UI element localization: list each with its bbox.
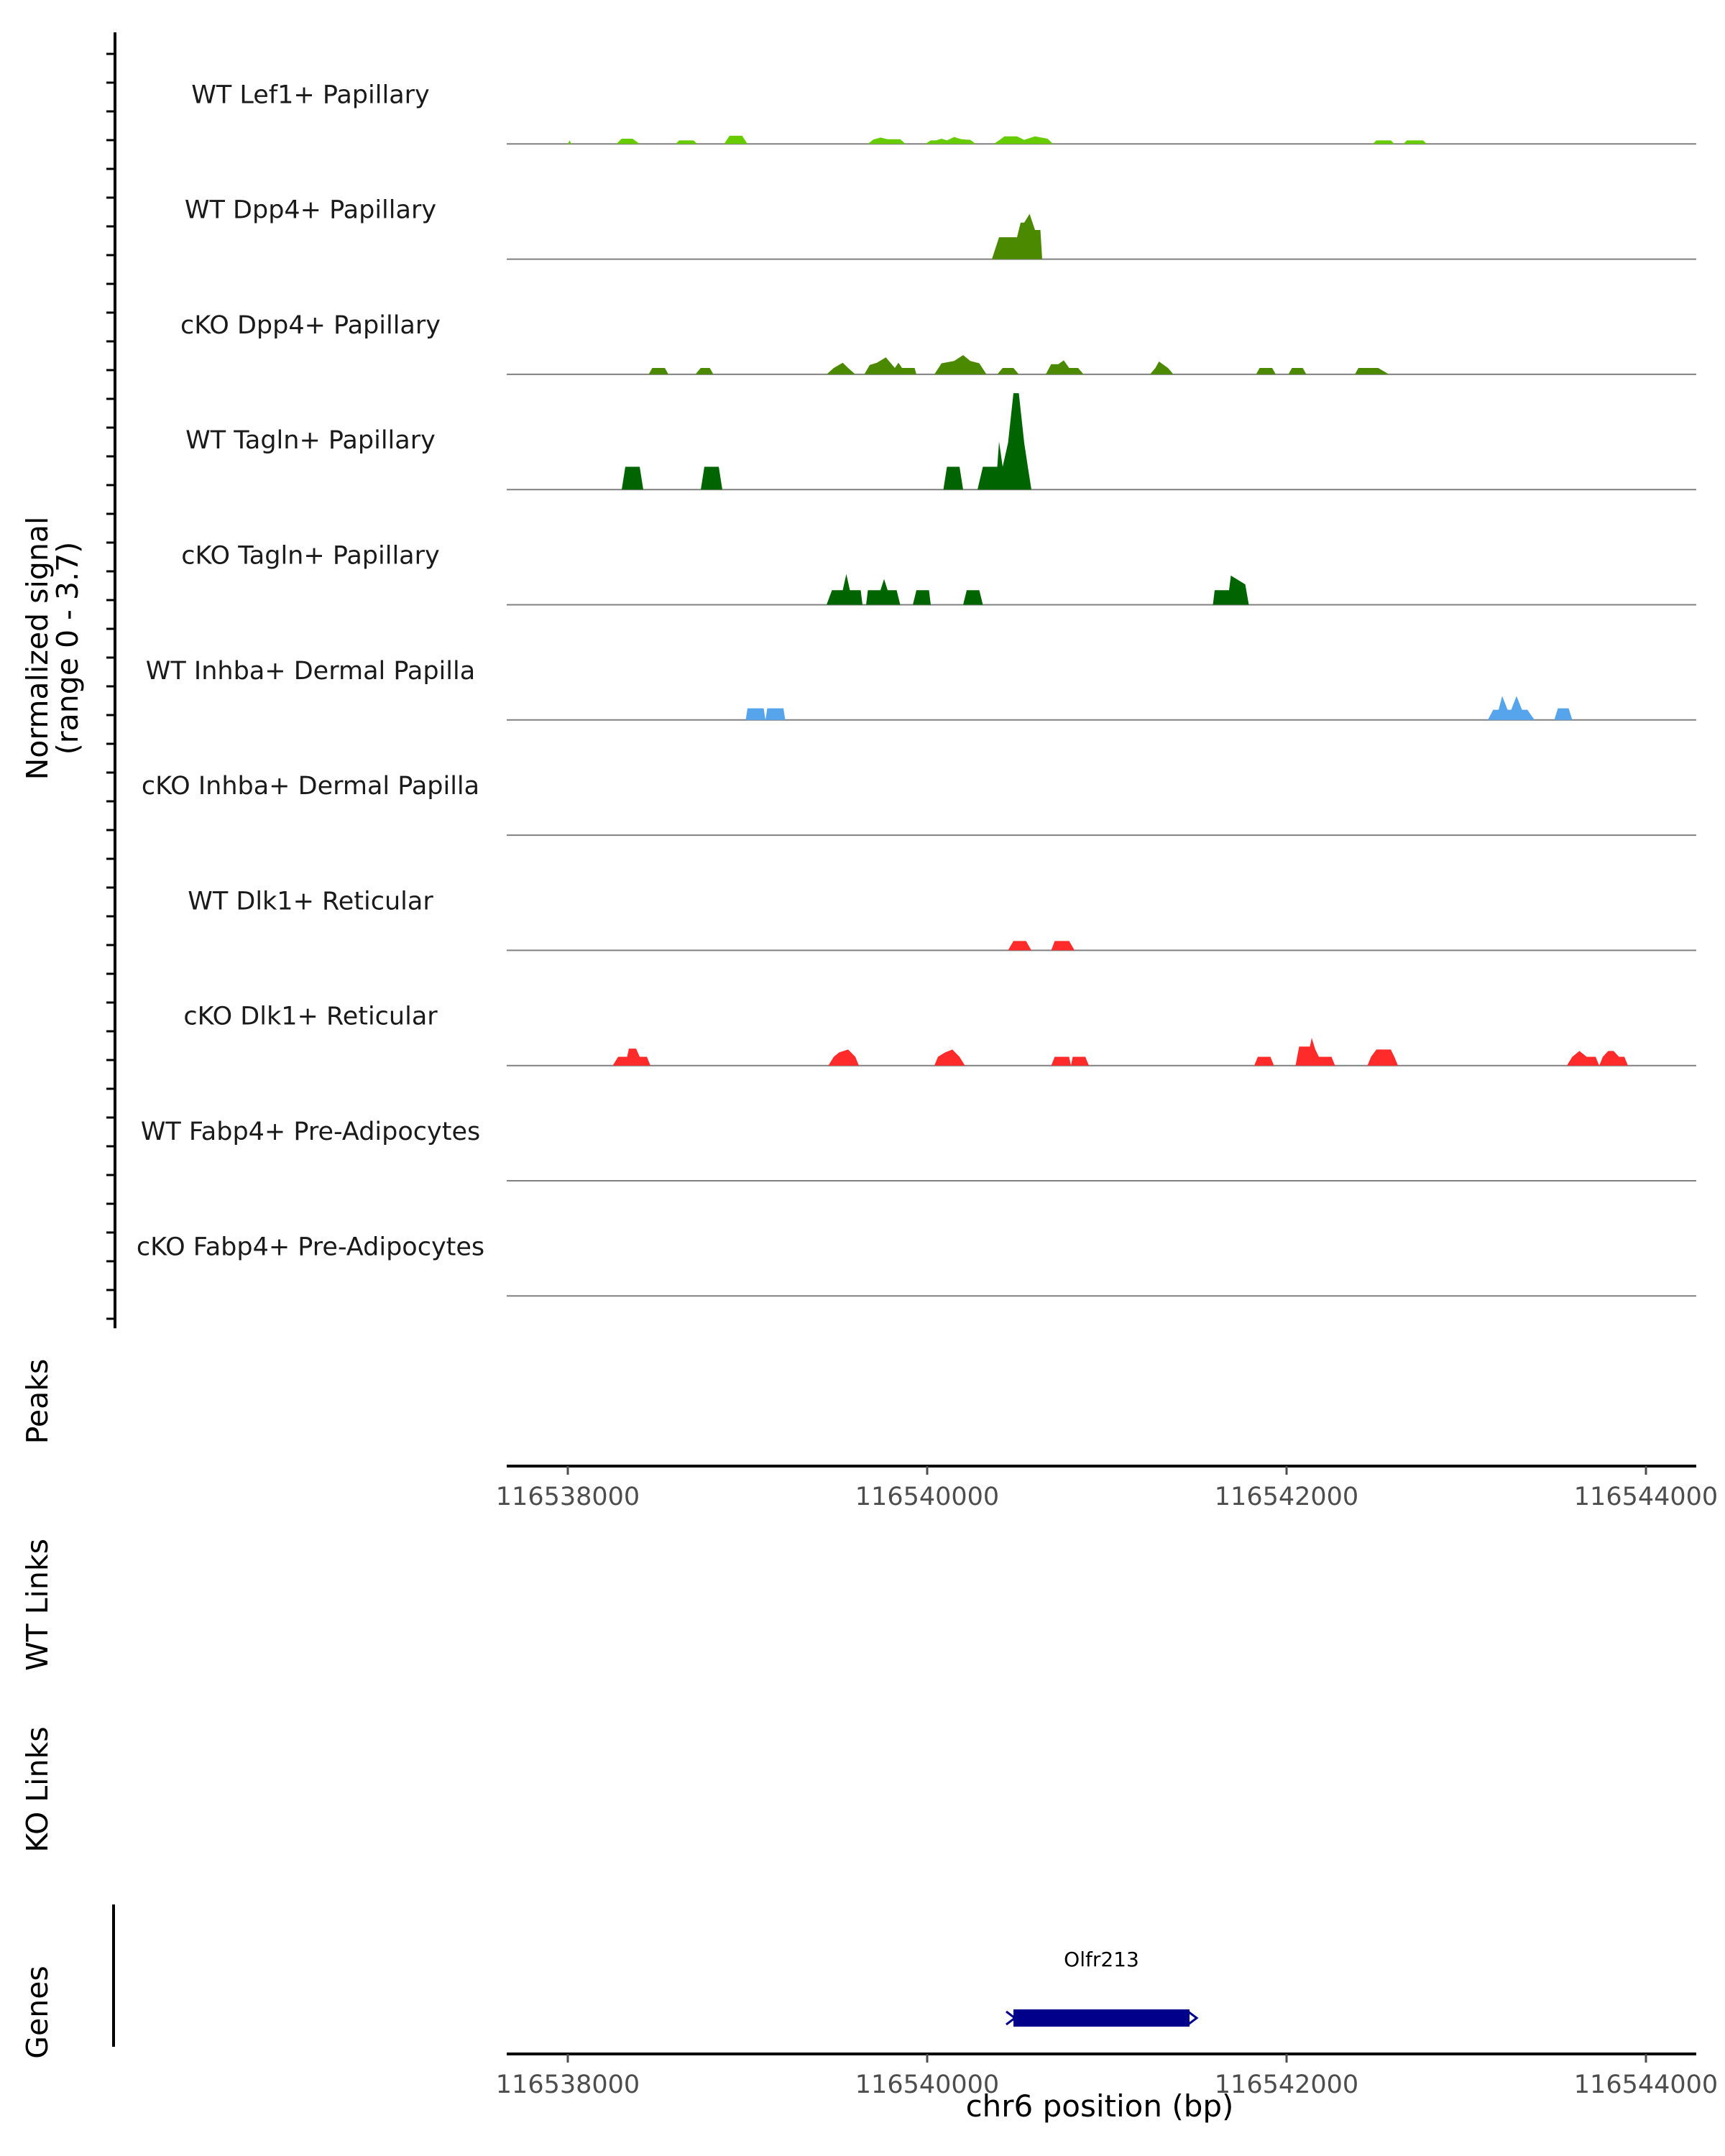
signal-peak-1 [612, 1049, 650, 1066]
track-label: WT Inhba+ Dermal Papilla [146, 657, 475, 686]
signal-peak-7 [993, 136, 1053, 144]
signal-peak-4 [864, 357, 916, 374]
genes-x-axis: 116538000 116540000 116542000 116544000 [496, 2053, 1718, 2099]
x-tick-label: 116540000 [855, 2070, 999, 2099]
signal-peak-2 [828, 1049, 859, 1066]
ko-links-track-label: KO Links [20, 1726, 55, 1852]
genes-track-label: Genes [20, 1966, 55, 2059]
signal-peak-6 [997, 368, 1019, 374]
gene-label: Olfr213 [1064, 1948, 1139, 1971]
track-label: WT Tagln+ Papillary [185, 426, 436, 455]
track-label: cKO Dpp4+ Papillary [180, 311, 441, 340]
signal-peak-3 [827, 362, 855, 374]
track-wt-lef1-papillary: WT Lef1+ Papillary [191, 80, 1696, 145]
signal-peak-8 [1150, 361, 1174, 374]
track-wt-fabp4-pre-adipocytes: WT Fabp4+ Pre-Adipocytes [141, 1118, 1696, 1181]
coverage-tracks: WT Lef1+ Papillary WT Dpp4+ Papillary cKO … [137, 80, 1696, 1297]
signal-peak-9 [1599, 1051, 1628, 1066]
signal-peak-10 [1288, 368, 1307, 374]
signal-peak-1 [648, 368, 668, 374]
signal-peak-4 [1051, 1056, 1089, 1066]
track-label: WT Fabp4+ Pre-Adipocytes [141, 1118, 480, 1146]
signal-peak-7 [1367, 1049, 1398, 1066]
track-label: cKO Tagln+ Papillary [181, 542, 440, 571]
x-tick-label: 116544000 [1574, 2070, 1718, 2099]
signal-peak-5 [1213, 575, 1249, 605]
x-tick-label: 116538000 [496, 2070, 640, 2099]
signal-peak-2 [1051, 941, 1075, 951]
signal-peak-4 [963, 590, 983, 605]
x-tick-label: 116542000 [1215, 1483, 1358, 1511]
strand-arrow-icon [1187, 2010, 1199, 2026]
track-cko-fabp4-pre-adipocytes: cKO Fabp4+ Pre-Adipocytes [137, 1233, 1696, 1297]
signal-peak-4 [724, 135, 748, 144]
signal-peak-7 [1046, 360, 1084, 374]
signal-peak-1 [1008, 941, 1031, 951]
signal-peak-1 [622, 466, 643, 490]
signal-peak-4 [978, 393, 1031, 490]
track-wt-tagln-papillary: WT Tagln+ Papillary [185, 393, 1696, 491]
coverage-y-axis-title: Normalized signal [20, 517, 55, 780]
genes-track: Olfr213 [1006, 1948, 1199, 2027]
gene-olfr213: Olfr213 [1006, 1948, 1199, 2027]
track-wt-dpp4-papillary: WT Dpp4+ Papillary [185, 196, 1696, 260]
signal-peak-8 [1567, 1051, 1599, 1066]
x-tick-label: 116540000 [855, 1483, 999, 1511]
signal-peak-3 [913, 590, 931, 605]
gene-exon-block [1013, 2009, 1190, 2027]
signal-peak-11 [1355, 368, 1389, 374]
track-cko-dlk1-reticular: cKO Dlk1+ Reticular [183, 1003, 1696, 1067]
track-label: cKO Fabp4+ Pre-Adipocytes [137, 1233, 484, 1261]
wt-links-track-label: WT Links [20, 1539, 55, 1671]
track-wt-inhba-dermal-papilla: WT Inhba+ Dermal Papilla [146, 657, 1696, 721]
signal-peak-1 [745, 708, 786, 720]
x-tick-label: 116538000 [496, 1483, 640, 1511]
signal-peak-1 [568, 140, 571, 144]
signal-peak-6 [1295, 1038, 1335, 1066]
track-label: WT Dlk1+ Reticular [188, 887, 433, 916]
signal-peak-2 [695, 368, 714, 374]
signal-peak-1 [827, 573, 862, 605]
x-tick-label: 116542000 [1215, 2070, 1358, 2099]
signal-peak-5 [934, 355, 987, 374]
track-cko-tagln-papillary: cKO Tagln+ Papillary [181, 542, 1696, 606]
signal-peak-3 [1554, 708, 1573, 720]
x-tick-label: 116544000 [1574, 1483, 1718, 1511]
peaks-x-axis: 116538000 116540000 116542000 116544000 [496, 1465, 1718, 1511]
signal-peak-2 [866, 579, 901, 605]
signal-peak-2 [616, 139, 640, 144]
signal-peak-2 [1488, 696, 1535, 720]
track-label: WT Lef1+ Papillary [191, 80, 430, 109]
signal-peak-5 [1254, 1056, 1274, 1066]
x-axis-title: chr6 position (bp) [966, 2088, 1234, 2124]
signal-peak-3 [943, 466, 963, 490]
track-label: cKO Dlk1+ Reticular [183, 1003, 438, 1031]
signal-peak-2 [701, 466, 722, 490]
signal-peak-3 [676, 140, 697, 144]
signal-peak-8 [1373, 140, 1394, 144]
coverage-y-axis [106, 32, 116, 1329]
signal-peak-5 [868, 137, 906, 144]
track-wt-dlk1-reticular: WT Dlk1+ Reticular [188, 887, 1696, 952]
coverage-y-axis-range: (range 0 - 3.7) [50, 542, 85, 755]
track-cko-dpp4-papillary: cKO Dpp4+ Papillary [180, 311, 1696, 375]
track-label: cKO Inhba+ Dermal Papilla [142, 772, 479, 801]
signal-peak-9 [1256, 368, 1276, 374]
peaks-track-label: Peaks [20, 1359, 55, 1445]
track-label: WT Dpp4+ Papillary [185, 196, 436, 225]
track-cko-inhba-dermal-papilla: cKO Inhba+ Dermal Papilla [142, 772, 1696, 837]
strand-arrow-icon [1006, 2010, 1017, 2026]
signal-peak-1 [992, 213, 1042, 259]
signal-peak-3 [934, 1049, 965, 1066]
signal-peak-6 [925, 137, 976, 144]
signal-peak-9 [1403, 140, 1427, 144]
